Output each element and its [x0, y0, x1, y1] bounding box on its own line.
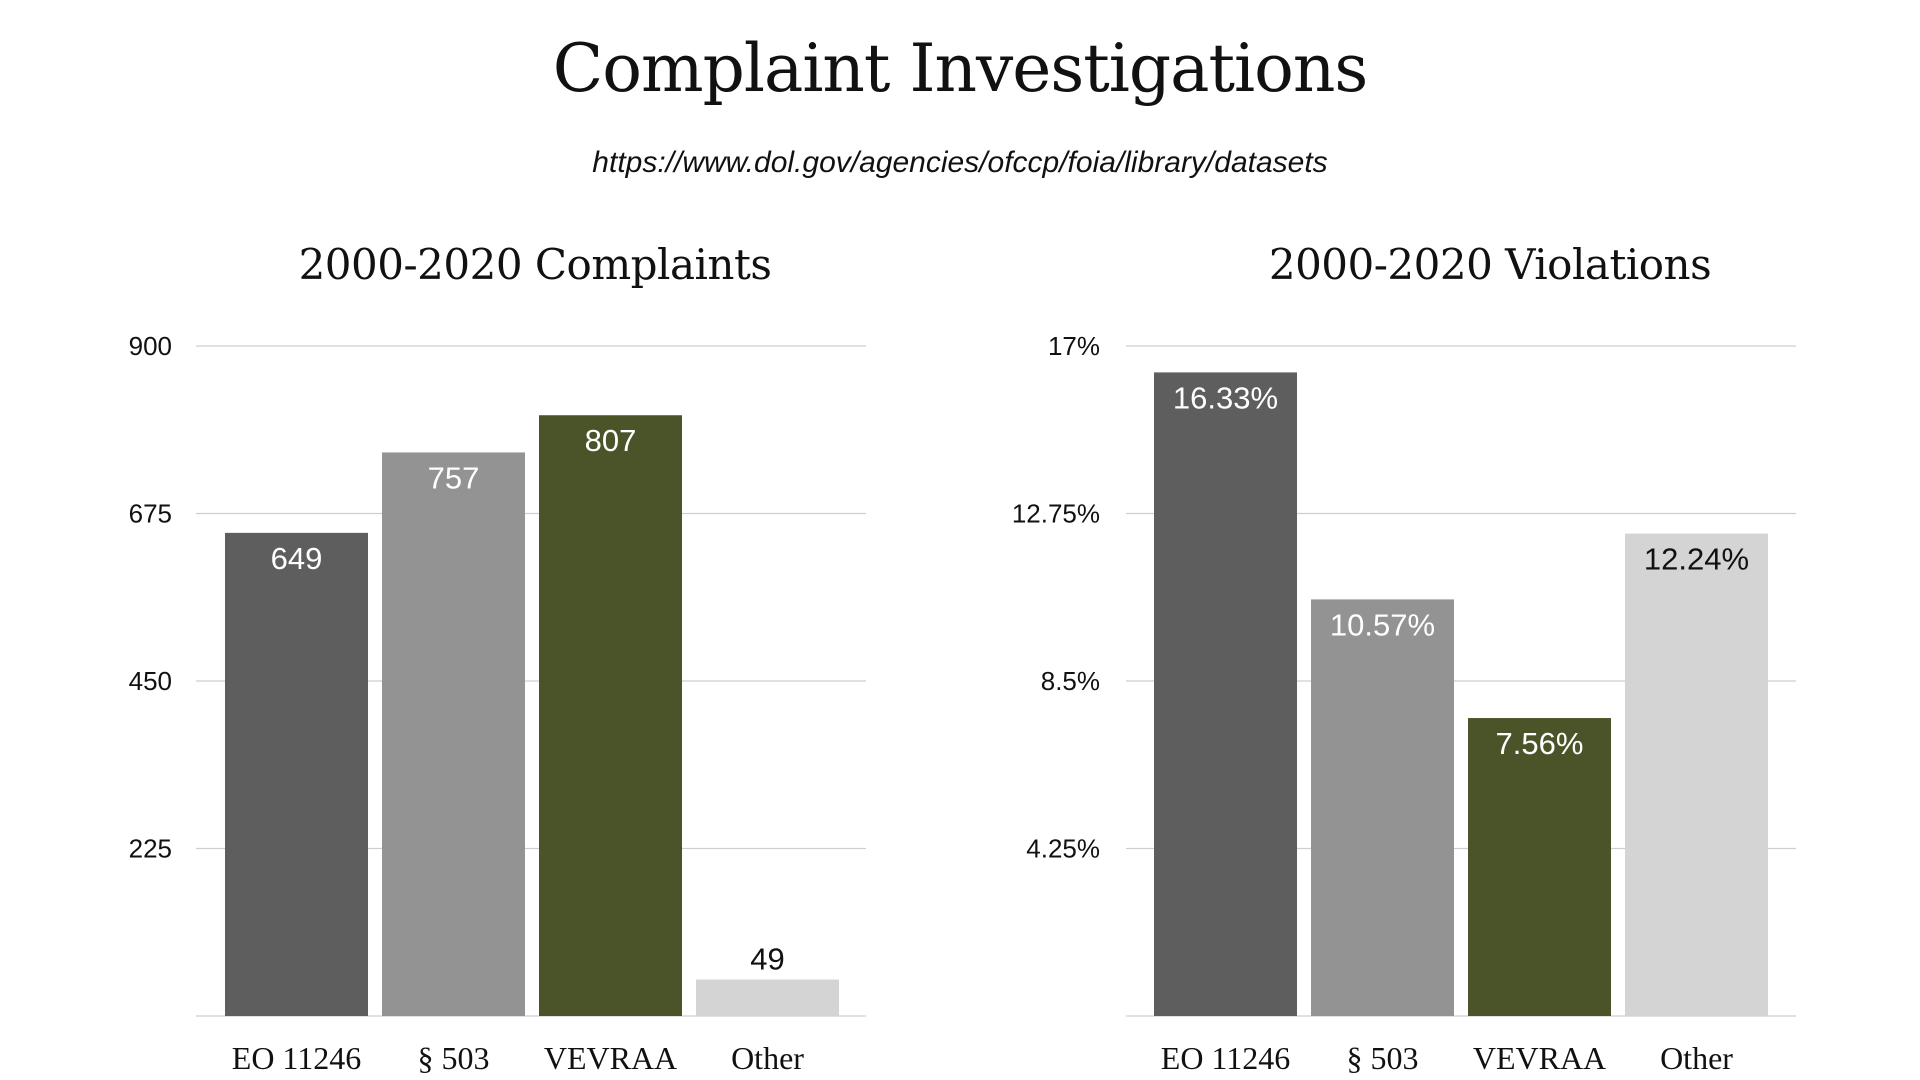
y-tick-label: 17% [1048, 331, 1100, 361]
data-label: 757 [428, 460, 480, 495]
category-label: Other [1660, 1040, 1733, 1076]
data-label: 649 [271, 541, 323, 576]
bar [382, 452, 525, 1016]
data-label: 49 [750, 942, 784, 977]
panel-title-complaints: 2000-2020 Complaints [298, 240, 772, 289]
chart-panel-0: 225 450 675 900 649 EO 11246 757 § 503 807 VEVRAA… [129, 331, 866, 1076]
y-tick-label: 225 [129, 834, 172, 864]
data-label: 10.57% [1330, 607, 1435, 642]
y-tick-label: 4.25% [1026, 834, 1100, 864]
y-tick-label: 8.5% [1041, 666, 1100, 696]
bar [1311, 599, 1454, 1016]
source-url: https://www.dol.gov/agencies/ofccp/foia/… [592, 146, 1328, 179]
panel-title-violations: 2000-2020 Violations [1268, 240, 1712, 289]
data-label: 12.24% [1644, 542, 1749, 577]
category-label: VEVRAA [1473, 1040, 1606, 1076]
bar [1468, 718, 1611, 1016]
bar [1625, 533, 1768, 1016]
category-label: § 503 [1347, 1040, 1419, 1076]
y-tick-label: 450 [129, 666, 172, 696]
y-tick-label: 12.75% [1012, 499, 1100, 529]
category-label: § 503 [418, 1040, 490, 1076]
bar [225, 532, 368, 1016]
y-tick-label: 900 [129, 331, 172, 361]
chart-panel-1: 4.25% 8.5% 12.75% 17% 16.33% EO 11246 10.57% § … [1012, 331, 1796, 1076]
data-label: 7.56% [1496, 726, 1584, 761]
bar [696, 979, 839, 1016]
bar [1154, 372, 1297, 1016]
category-label: Other [731, 1040, 804, 1076]
category-label: VEVRAA [544, 1040, 677, 1076]
data-label: 807 [585, 423, 637, 458]
category-label: EO 11246 [1161, 1040, 1290, 1076]
bar [539, 415, 682, 1016]
data-label: 16.33% [1173, 380, 1278, 415]
y-tick-label: 675 [129, 499, 172, 529]
chart-title: Complaint Investigations [552, 30, 1368, 107]
category-label: EO 11246 [232, 1040, 361, 1076]
